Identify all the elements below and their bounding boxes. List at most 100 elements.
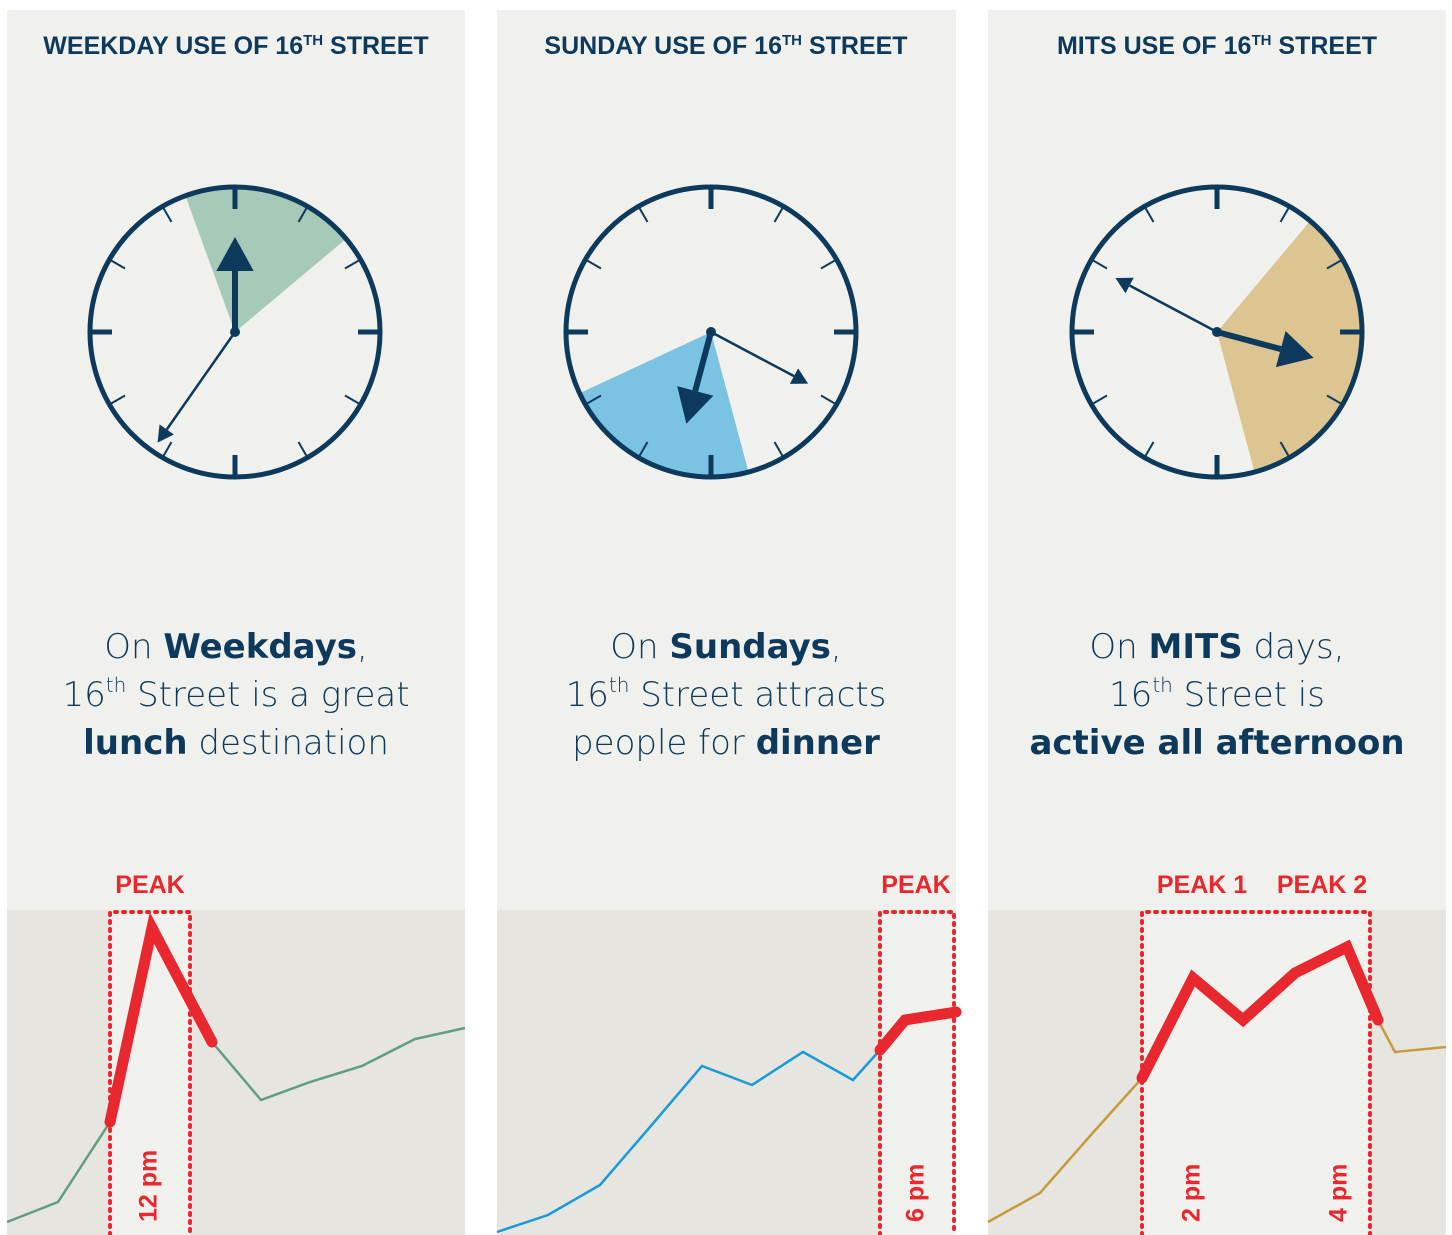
caption-line: On Sundays, — [610, 627, 841, 667]
caption-run: On — [1089, 627, 1148, 667]
peak-label: PEAK 1 — [1157, 871, 1247, 899]
caption-run: Street is — [1173, 675, 1325, 715]
caption-run: th — [106, 673, 127, 697]
minute-hand — [710, 330, 795, 378]
time-label: 2 pm — [1178, 1164, 1206, 1222]
hour-hand — [692, 331, 714, 392]
panel-title: WEEKDAY USE OF 16TH STREET — [43, 32, 428, 60]
clock-center — [230, 327, 240, 337]
time-label: 12 pm — [135, 1150, 163, 1222]
title-text: MITS USE OF 16 — [1057, 32, 1251, 60]
clock-tick — [1090, 258, 1108, 270]
clock-tick — [108, 394, 126, 406]
caption-run: people for — [572, 723, 756, 763]
clock-tick — [1279, 441, 1291, 459]
clock-center — [1212, 327, 1222, 337]
clock-tick — [1143, 441, 1155, 459]
caption-line: people for dinner — [572, 723, 880, 763]
trend-line — [6, 1121, 112, 1224]
title-sup: TH — [1251, 32, 1271, 49]
caption-run: 16 — [566, 675, 609, 715]
clock-tick — [820, 394, 838, 406]
caption-line: On MITS days, — [1089, 627, 1344, 667]
title-text: STREET — [1271, 32, 1377, 60]
clock-tick — [773, 205, 785, 223]
caption-run: Weekdays — [163, 627, 357, 667]
caption-run: MITS — [1149, 627, 1243, 667]
trend-line — [211, 1026, 466, 1102]
trend-line — [1376, 1019, 1447, 1054]
hour-hand-head — [677, 386, 714, 424]
peak-box — [108, 910, 192, 1235]
peak-band — [1142, 912, 1370, 1235]
time-label: 6 pm — [902, 1164, 930, 1222]
peak-label: PEAK — [881, 871, 950, 899]
caption-line: lunch destination — [83, 723, 389, 763]
title-sup: TH — [782, 32, 802, 49]
clock — [563, 184, 859, 480]
clock-center — [706, 327, 716, 337]
caption-run: destination — [188, 723, 389, 763]
peak-boxes — [108, 910, 1372, 1235]
chart-bg — [7, 910, 465, 1235]
clock-tick — [1279, 205, 1291, 223]
title-text: STREET — [323, 32, 429, 60]
peak-line — [1136, 939, 1384, 1084]
clock-tick — [297, 441, 309, 459]
clock-tick — [161, 205, 173, 223]
caption-run: , — [831, 627, 842, 667]
caption-run: th — [1152, 673, 1173, 697]
caption-run: active all afternoon — [1029, 723, 1404, 763]
caption-run: 16 — [1109, 675, 1152, 715]
clock-tick — [344, 394, 362, 406]
caption-run: th — [609, 673, 630, 697]
panel-title: SUNDAY USE OF 16TH STREET — [544, 32, 907, 60]
hour-hand-head — [1275, 331, 1314, 368]
peak-label: PEAK 2 — [1277, 871, 1367, 899]
hour-hand-head — [216, 237, 254, 271]
trend-line — [987, 1077, 1143, 1224]
caption-run: days, — [1243, 627, 1345, 667]
clock-tick — [773, 441, 785, 459]
clock-tick — [1090, 394, 1108, 406]
clock-tick — [637, 205, 649, 223]
peak-line — [874, 1006, 962, 1056]
minute-hand-head — [1115, 277, 1134, 294]
peak-line — [104, 912, 218, 1128]
caption-line: 16th Street attracts — [566, 673, 887, 715]
time-label: 4 pm — [1325, 1164, 1353, 1222]
caption-run: lunch — [83, 723, 187, 763]
minute-hand — [1129, 284, 1218, 334]
caption-run: Sundays — [669, 627, 831, 667]
clock-tick — [820, 258, 838, 270]
panel-title: MITS USE OF 16TH STREET — [1057, 32, 1377, 60]
trend-line — [496, 1049, 881, 1234]
clock-tick — [1326, 258, 1344, 270]
clock-tick — [297, 205, 309, 223]
peak-band — [880, 912, 956, 1235]
caption-run: On — [610, 627, 669, 667]
time-wedge — [579, 332, 749, 477]
caption-run: dinner — [756, 723, 880, 763]
title-text: WEEKDAY USE OF 16 — [43, 32, 303, 60]
clock-tick — [584, 394, 602, 406]
minute-hand-head — [157, 424, 174, 443]
clock-tick — [108, 258, 126, 270]
caption-run: 16 — [62, 675, 105, 715]
peak-label: PEAK — [115, 871, 184, 899]
caption-line: active all afternoon — [1029, 723, 1404, 763]
caption-line: On Weekdays, — [104, 627, 368, 667]
clock-tick — [584, 258, 602, 270]
clock — [87, 184, 383, 480]
time-wedge — [185, 187, 347, 332]
clock-tick — [1143, 205, 1155, 223]
caption-run: Street is a great — [126, 675, 409, 715]
clock-tick — [161, 441, 173, 459]
clock-tick — [637, 441, 649, 459]
caption-line: 16th Street is a great — [62, 673, 409, 715]
peak-box — [878, 910, 956, 1235]
caption-run: , — [357, 627, 368, 667]
caption-line: 16th Street is — [1109, 673, 1325, 715]
